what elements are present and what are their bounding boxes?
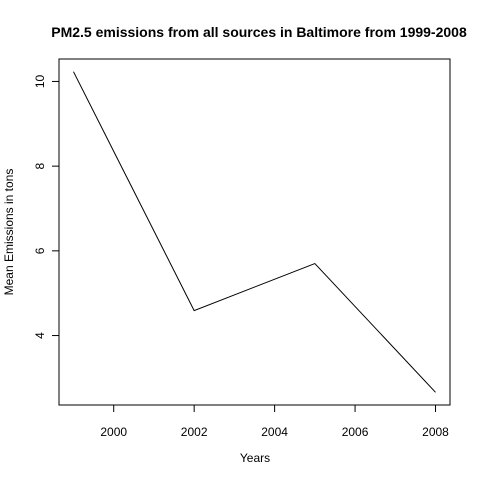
series-line [73, 71, 436, 393]
x-tick-label: 2004 [261, 425, 288, 439]
x-axis-label: Years [240, 451, 270, 465]
x-tick-label: 2000 [100, 425, 127, 439]
series-layer [73, 71, 436, 393]
x-axis: 2000 2002 2004 2006 2008 [100, 404, 449, 439]
y-tick-label: 10 [33, 74, 47, 88]
chart-title: PM2.5 emissions from all sources in Balt… [51, 24, 467, 40]
y-tick-label: 6 [33, 247, 47, 254]
x-tick-label: 2002 [181, 425, 208, 439]
y-axis: 4 6 8 10 [33, 74, 60, 339]
y-tick-label: 8 [33, 162, 47, 169]
plot-frame [58, 58, 451, 406]
y-tick-label: 4 [33, 332, 47, 339]
x-tick-label: 2008 [422, 425, 449, 439]
x-tick-label: 2006 [342, 425, 369, 439]
y-axis-label: Mean Emissions in tons [2, 169, 16, 296]
